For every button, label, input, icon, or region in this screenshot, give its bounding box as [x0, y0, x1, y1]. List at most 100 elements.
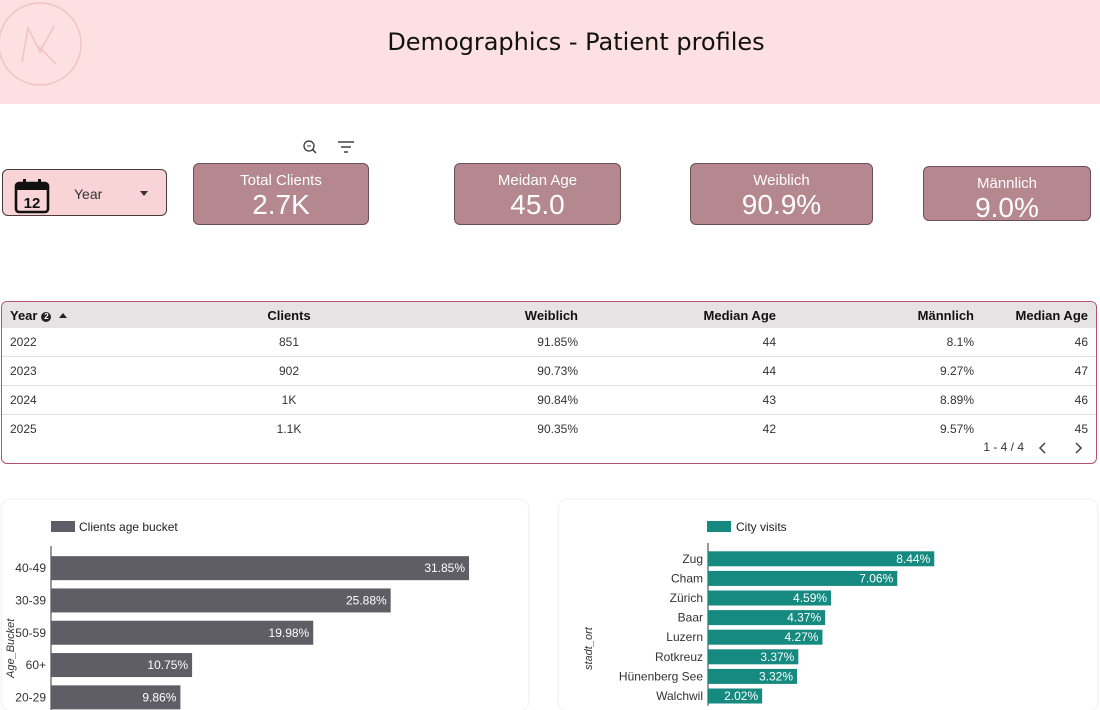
- chevron-right-icon[interactable]: [1070, 440, 1086, 456]
- category-tick-label: Hünenberg See: [619, 669, 703, 683]
- kpi-value: 45.0: [510, 189, 565, 220]
- column-header-year[interactable]: Year 2: [2, 302, 188, 328]
- bar[interactable]: [708, 629, 823, 645]
- category-tick-label: Luzern: [666, 630, 703, 644]
- chevron-down-icon: [140, 191, 148, 196]
- calendar-icon: 12: [14, 179, 50, 214]
- table-cell: 42: [762, 422, 776, 436]
- table-row: 2023 902 90.73% 44 9.27% 47: [2, 356, 1096, 386]
- table-cell: 9.27%: [784, 356, 982, 386]
- table-cell: 902: [188, 356, 390, 386]
- age-bucket-chart-card: Clients age bucket Age_Bucket 40-49 31.85…: [2, 500, 528, 710]
- bar[interactable]: [51, 556, 470, 581]
- kpi-value: 90.9%: [741, 189, 822, 220]
- bar-value-label: 4.27%: [784, 630, 818, 644]
- table-cell: 8.1%: [784, 328, 982, 357]
- svg-text:12: 12: [24, 195, 41, 212]
- table-cell: 9.57%: [939, 422, 974, 436]
- table-cell: 2025: [10, 422, 37, 436]
- table-cell: 2023: [2, 356, 188, 386]
- bar[interactable]: [51, 588, 391, 613]
- bar[interactable]: [51, 620, 314, 645]
- table-row: 2022 851 91.85% 44 8.1% 46: [2, 328, 1096, 357]
- bar[interactable]: [708, 610, 826, 626]
- bar-value-label: 2.02%: [724, 689, 758, 703]
- legend-label: City visits: [736, 520, 787, 534]
- bar-value-label: 3.32%: [759, 669, 793, 683]
- table-cell: 1K: [188, 385, 390, 415]
- table-cell: 46: [982, 328, 1096, 357]
- kpi-label: Meidan Age: [497, 172, 578, 189]
- bar-value-label: 4.59%: [793, 591, 827, 605]
- category-tick-label: Rotkreuz: [655, 650, 703, 664]
- pagination-label: 1 - 4 / 4: [983, 440, 1024, 454]
- category-tick-label: Baar: [678, 611, 703, 625]
- column-header-weiblich[interactable]: Weiblich: [524, 307, 578, 323]
- kpi-median-age: Meidan Age 45.0: [454, 163, 621, 225]
- kpi-total-clients: Total Clients 2.7K: [193, 163, 369, 225]
- bar[interactable]: [708, 649, 799, 665]
- table-cell: 90.73%: [390, 356, 586, 386]
- table-cell: 851: [188, 328, 390, 357]
- city-visits-chart-card: City visits stadt_ort Zug 8.44% Cham 7.06% Z…: [559, 500, 1097, 710]
- year-date-control[interactable]: 12 Year: [2, 169, 167, 216]
- table-cell: 90.35%: [537, 422, 578, 436]
- category-tick-label: Zürich: [670, 591, 703, 605]
- bar[interactable]: [51, 653, 193, 678]
- filter-icon[interactable]: [337, 138, 355, 156]
- table-row: 2025 1.1K 90.35% 42 9.57% 45: [2, 415, 1096, 444]
- bar-value-label: 4.37%: [787, 611, 821, 625]
- table-cell: 2024: [2, 385, 188, 415]
- table-cell: 91.85%: [390, 328, 586, 357]
- header-bar: Demographics - Patient profiles: [0, 0, 1100, 104]
- column-header-maennlich[interactable]: Männlich: [917, 307, 974, 323]
- bar[interactable]: [708, 570, 898, 586]
- table-cell: 1.1K: [276, 422, 302, 436]
- city-visits-bar-chart: Zug 8.44% Cham 7.06% Zürich 4.59% Baar 4.37% Luz…: [619, 543, 935, 706]
- table-cell: 46: [982, 385, 1096, 415]
- category-tick-label: 50-59: [15, 626, 46, 640]
- table-header-row: Year 2 Clients Weiblich Median Age Männli…: [2, 302, 1096, 328]
- kpi-value: 2.7K: [252, 189, 310, 220]
- table-cell: 43: [586, 385, 784, 415]
- bar-value-label: 25.88%: [346, 593, 387, 607]
- bar[interactable]: [708, 668, 798, 684]
- kpi-label: Total Clients: [240, 172, 322, 189]
- bar[interactable]: [708, 551, 935, 567]
- category-tick-label: Cham: [671, 571, 703, 585]
- table-cell: 2022: [2, 328, 188, 357]
- legend-label: Clients age bucket: [79, 520, 178, 534]
- column-header-median-age-m[interactable]: Median Age: [1015, 307, 1088, 323]
- sort-order-badge: 2: [41, 311, 52, 322]
- kpi-label: Männlich: [976, 175, 1038, 192]
- bar[interactable]: [708, 688, 763, 704]
- table-cell: 45: [1074, 422, 1088, 436]
- table-cell: 44: [586, 328, 784, 357]
- column-header-clients[interactable]: Clients: [267, 307, 311, 323]
- kpi-maennlich: Männlich 9.0%: [923, 166, 1091, 222]
- sort-ascending-icon: [59, 312, 68, 318]
- bar-value-label: 8.44%: [896, 552, 930, 566]
- table-cell: 8.89%: [784, 385, 982, 415]
- legend-swatch: [707, 521, 731, 532]
- page-title: Demographics - Patient profiles: [387, 28, 765, 56]
- table-cell: 44: [586, 356, 784, 386]
- bar-value-label: 3.37%: [760, 650, 794, 664]
- bar-value-label: 7.06%: [859, 571, 893, 585]
- bar-value-label: 19.98%: [269, 626, 310, 640]
- chevron-left-icon[interactable]: [1035, 440, 1051, 456]
- bar-value-label: 9.86%: [142, 690, 176, 704]
- age-bucket-bar-chart: 40-49 31.85% 30-39 25.88% 50-59 19.98% 60+ 10.7…: [15, 546, 470, 710]
- bar[interactable]: [708, 590, 832, 606]
- category-tick-label: 20-29: [15, 690, 46, 704]
- table-row: 2024 1K 90.84% 43 8.89% 46: [2, 385, 1096, 415]
- column-header-median-age[interactable]: Median Age: [703, 307, 776, 323]
- table-cell: 90.84%: [390, 385, 586, 415]
- kpi-weiblich: Weiblich 90.9%: [690, 163, 873, 225]
- date-control-label: Year: [74, 186, 103, 202]
- bar-value-label: 31.85%: [424, 561, 465, 575]
- brand-logo: [0, 2, 82, 86]
- legend-swatch: [51, 521, 75, 532]
- zoom-search-icon[interactable]: [301, 138, 319, 156]
- category-tick-label: 60+: [26, 658, 46, 672]
